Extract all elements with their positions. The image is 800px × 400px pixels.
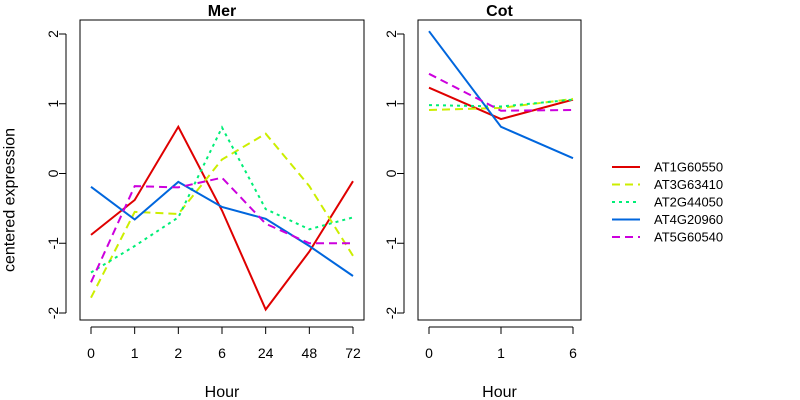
x-tick-label-cot: 0: [425, 345, 433, 361]
y-tick-label-cot: -1: [383, 237, 399, 250]
x-tick-label-mer: 2: [174, 345, 182, 361]
series-line-mer-at2g44050: [90, 125, 354, 274]
x-tick-label-cot: 6: [569, 345, 577, 361]
y-tick-label-mer: -2: [45, 307, 61, 320]
legend-label-at3g63410: AT3G63410: [654, 177, 723, 192]
series-line-mer-at3g63410: [90, 132, 354, 299]
series-line-mer-at1g60550: [90, 124, 354, 312]
y-axis-label: centered expression: [2, 128, 19, 272]
y-tick-label-mer: 2: [45, 30, 61, 38]
x-axis-label-mer: Hour: [205, 384, 240, 400]
series-line-cot-at4g20960: [428, 30, 574, 160]
series-line-cot-at2g44050: [428, 98, 574, 108]
x-tick-label-mer: 72: [345, 345, 361, 361]
y-tick-label-cot: -2: [383, 307, 399, 320]
legend-label-at4g20960: AT4G20960: [654, 212, 723, 227]
y-tick-label-mer: -1: [45, 237, 61, 250]
y-tick-label-cot: 0: [383, 169, 399, 177]
y-tick-label-cot: 1: [383, 100, 399, 108]
x-tick-label-mer: 48: [302, 345, 318, 361]
plot-frame-cot: [417, 19, 582, 321]
plot-frame-mer: [79, 19, 365, 321]
panel-title-cot: Cot: [486, 3, 513, 20]
x-tick-label-cot: 1: [497, 345, 505, 361]
legend-label-at2g44050: AT2G44050: [654, 195, 723, 210]
legend-label-at1g60550: AT1G60550: [654, 160, 723, 175]
x-tick-label-mer: 24: [258, 345, 274, 361]
x-tick-label-mer: 6: [218, 345, 226, 361]
x-tick-label-mer: 1: [131, 345, 139, 361]
series-line-cot-at5g60540: [428, 72, 574, 112]
series-line-mer-at5g60540: [90, 176, 353, 283]
legend-label-at5g60540: AT5G60540: [654, 230, 723, 245]
x-tick-label-mer: 0: [87, 345, 95, 361]
panel-title-mer: Mer: [208, 3, 236, 20]
y-tick-label-mer: 0: [45, 169, 61, 177]
series-line-mer-at4g20960: [90, 180, 354, 277]
y-tick-label-cot: 2: [383, 30, 399, 38]
x-axis-label-cot: Hour: [482, 384, 517, 400]
y-tick-label-mer: 1: [45, 100, 61, 108]
series-line-cot-at1g60550: [428, 86, 574, 121]
